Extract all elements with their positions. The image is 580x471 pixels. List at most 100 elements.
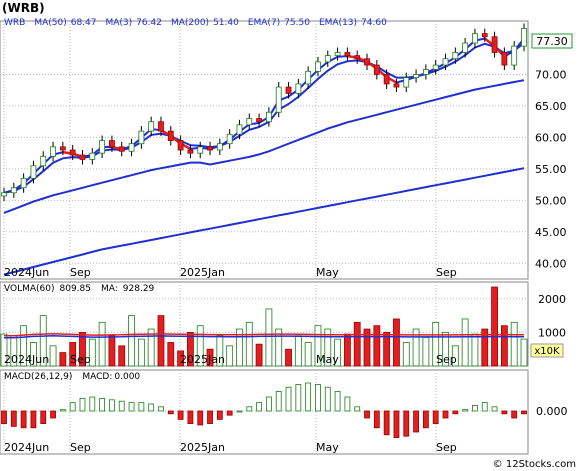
x-tick-label: May: [316, 266, 339, 279]
legend-value: 75.50: [284, 18, 310, 28]
volume-bar: [187, 331, 194, 367]
macd-bar: [59, 409, 66, 412]
watermark: © 12Stocks.com: [493, 459, 576, 470]
legend-value: 928.29: [123, 284, 155, 294]
volume-bar: [510, 321, 518, 367]
x-tick-label: Sep: [436, 353, 457, 366]
candle-body: [158, 121, 164, 132]
macd-bar: [10, 410, 17, 427]
macd-bar: [246, 406, 253, 412]
legend-label: MA:: [101, 284, 118, 294]
candle-body: [305, 70, 312, 85]
macd-bar: [1, 410, 7, 425]
candle-body: [118, 146, 125, 152]
candle-body: [324, 55, 331, 63]
candle-body: [354, 55, 361, 60]
candle-body: [472, 33, 478, 44]
volume-y-ticks: 1000 2000: [538, 293, 566, 340]
volume-legend: VOLMA(60) 809.85 MA: 928.29: [4, 284, 155, 294]
macd-legend: MACD(26,12,9) MACD: 0.000: [4, 372, 140, 382]
y-tick-label: 2000: [538, 293, 566, 306]
volume-bar: [363, 328, 371, 367]
candle-body: [403, 77, 410, 88]
candle-body: [20, 177, 27, 189]
macd-bar: [403, 410, 410, 437]
legend-label: MACD(26,12,9): [4, 372, 72, 382]
y-tick-label: 55.00: [535, 163, 567, 176]
x-tick-label: May: [316, 353, 339, 366]
candle-body: [216, 143, 223, 151]
candle-body: [413, 74, 419, 79]
candle-body: [167, 130, 174, 141]
legend-label: EMA(7): [248, 18, 280, 28]
candle-body: [452, 52, 459, 60]
macd-bar: [462, 409, 469, 412]
macd-bar: [236, 410, 243, 413]
candle-body: [334, 52, 341, 57]
ma200-line: [3, 79, 525, 214]
volume-bar: [461, 318, 469, 367]
volume-bar: [324, 328, 332, 367]
volume-bar: [226, 345, 234, 367]
candle-body: [187, 149, 194, 154]
volume-bar: [275, 328, 283, 367]
candle-body: [10, 187, 17, 194]
y-tick-label: 40.00: [535, 257, 567, 270]
x-tick-label: Sep: [436, 266, 457, 279]
macd-bar: [393, 410, 400, 439]
price-marks: [1, 23, 527, 276]
macd-bar: [521, 410, 527, 415]
candle-body: [364, 58, 370, 66]
candle-body: [207, 146, 213, 151]
volume-bar: [491, 286, 498, 367]
candle-body: [393, 83, 400, 88]
volume-bar: [373, 325, 381, 367]
volume-bar: [59, 352, 67, 367]
volume-bar: [236, 328, 243, 367]
candle-body: [491, 36, 498, 53]
y-tick-label: 0.000: [536, 405, 568, 418]
candle-body: [256, 118, 262, 123]
legend-label: MA(200): [171, 18, 209, 28]
y-tick-label: 45.00: [535, 226, 567, 239]
volume-bar: [128, 315, 135, 367]
macd-bar: [69, 402, 76, 412]
macd-bar: [432, 410, 439, 425]
price-panel: (WRB) WRB MA(50) 68.47 MA(3) 76.42 MA(200) 51.…: [0, 1, 573, 280]
candle-body: [521, 28, 527, 47]
legend-value: 76.42: [136, 18, 162, 28]
candle-body: [89, 152, 96, 160]
volume-bar: [304, 342, 312, 367]
macd-bar: [295, 383, 302, 412]
volume-bar: [314, 325, 322, 367]
y-tick-label: 65.00: [535, 100, 567, 113]
macd-bar: [334, 390, 341, 412]
macd-bar: [383, 410, 390, 436]
x-tick-label: 2025Jan: [180, 266, 225, 279]
macd-bar: [30, 410, 37, 429]
macd-bar: [364, 410, 370, 419]
candle-body: [511, 45, 518, 66]
macd-marks: [1, 382, 527, 439]
macd-bar: [442, 410, 449, 419]
volume-bar: [206, 348, 214, 367]
candle-body: [40, 155, 47, 167]
price-grid: [0, 21, 528, 279]
candle-body: [266, 111, 272, 123]
x-tick-label: Sep: [70, 353, 91, 366]
volume-bar: [137, 338, 145, 367]
legend-value: 809.85: [60, 284, 92, 294]
legend-label: EMA(13): [319, 18, 357, 28]
macd-bar: [413, 410, 419, 433]
candle-body: [148, 121, 155, 132]
macd-bar: [315, 383, 321, 412]
x-tick-label: 2024Jun: [4, 441, 49, 454]
macd-bar: [256, 402, 262, 412]
candle-body: [128, 143, 135, 152]
y-tick-label: 70.00: [535, 68, 567, 81]
candle-body: [50, 146, 56, 157]
macd-bar: [501, 410, 508, 415]
volume-bar: [442, 331, 449, 367]
x-tick-label: Sep: [70, 441, 91, 454]
volume-bar: [167, 342, 175, 367]
